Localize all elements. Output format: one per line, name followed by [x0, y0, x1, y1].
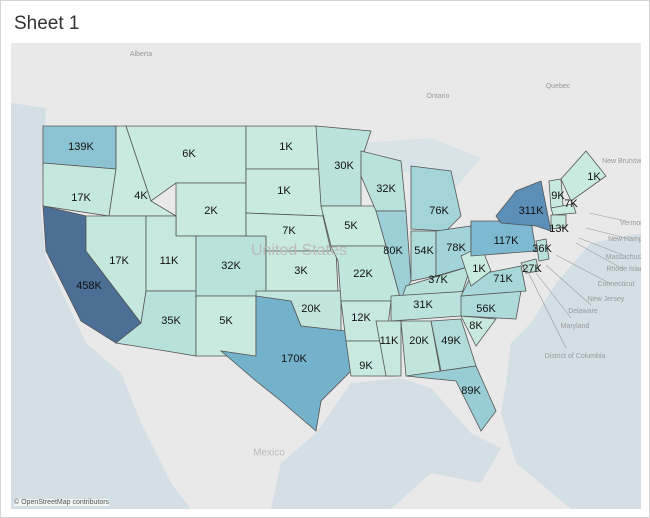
state-value-label: 139K	[68, 141, 94, 153]
state-value-label: 36K	[532, 243, 552, 255]
callout	[588, 212, 627, 222]
state-value-label: 22K	[353, 268, 373, 280]
basemap-label: Vermont	[620, 220, 641, 227]
state-value-label: 20K	[409, 335, 429, 347]
state-value-label: 1K	[472, 263, 486, 275]
state-value-label: 76K	[429, 205, 449, 217]
basemap-label: Connecticut	[598, 281, 635, 288]
state-region	[550, 214, 567, 230]
basemap-label: Quebec	[546, 83, 571, 90]
state-value-label: 35K	[161, 315, 181, 327]
state-value-label: 2K	[204, 205, 218, 217]
state-value-label: 30K	[334, 160, 354, 172]
sheet-title: Sheet 1	[14, 13, 80, 34]
basemap-label: Rhode Island	[606, 266, 641, 273]
state-region	[520, 258, 540, 274]
state-value-label: 6K	[182, 148, 196, 160]
state-value-label: 27K	[522, 263, 542, 275]
basemap-label: Ontario	[427, 93, 450, 100]
state-region	[535, 238, 550, 262]
state-value-label: 80K	[383, 245, 403, 257]
state-value-label: 7K	[282, 225, 296, 237]
state-region	[560, 150, 607, 202]
callout	[535, 272, 572, 319]
basemap-label: New Hampshire	[608, 236, 641, 243]
state-region	[375, 320, 402, 377]
state-value-label: 12K	[351, 312, 371, 324]
state-value-label: 458K	[76, 280, 102, 292]
basemap-label: Delaware	[568, 308, 598, 315]
state-region	[460, 315, 497, 347]
callout	[578, 237, 624, 256]
state-value-label: 11K	[380, 335, 399, 347]
state-value-label: 5K	[344, 220, 358, 232]
state-region	[42, 162, 117, 217]
state-value-label: 5K	[219, 315, 233, 327]
state-value-label: 17K	[71, 192, 91, 204]
state-value-label: 49K	[441, 335, 461, 347]
state-value-label: 1K	[279, 141, 293, 153]
state-value-label: 78K	[446, 242, 466, 254]
state-value-label: 56K	[476, 303, 496, 315]
state-value-label: 89K	[461, 385, 481, 397]
state-value-label: 31K	[413, 299, 433, 311]
state-region	[410, 165, 462, 232]
callout	[545, 264, 592, 306]
gulf	[271, 378, 501, 509]
state-value-label: 117K	[494, 235, 520, 247]
state-region	[550, 203, 577, 216]
state-region	[405, 365, 497, 432]
state-value-label: 1K	[587, 171, 601, 183]
basemap-label: New Brunswick	[602, 158, 641, 165]
map: 139K 17K 458K 4K 17K 6K 2K 11K 35K 32K 5K 1K 1K 7K 3K 2…	[11, 43, 641, 509]
basemap-label: Massachusetts	[606, 254, 641, 261]
basemap-label: United States	[251, 242, 347, 259]
state-value-label: 3K	[294, 265, 308, 277]
callout	[555, 254, 612, 285]
atlantic	[501, 233, 641, 509]
state-value-label: 4K	[134, 190, 148, 202]
pacific	[11, 103, 191, 509]
attribution: © OpenStreetMap contributors	[14, 499, 110, 506]
state-region	[219, 295, 352, 432]
state-value-label: 1K	[277, 185, 291, 197]
callout	[585, 227, 627, 239]
state-value-label: 32K	[221, 260, 241, 272]
state-value-label: 37K	[428, 274, 448, 286]
state-value-label: 71K	[493, 273, 513, 285]
callout	[525, 267, 567, 349]
state-value-label: 11K	[160, 255, 179, 267]
state-value-label: 9K	[551, 190, 565, 202]
state-value-label: 170K	[281, 353, 307, 365]
state-value-label: 7K	[564, 198, 578, 210]
state-value-label: 32K	[376, 183, 396, 195]
basemap-label: New Jersey	[588, 296, 625, 303]
state-value-label: 311K	[519, 205, 545, 217]
state-value-label: 8K	[469, 320, 483, 332]
basemap-label: Alberta	[130, 51, 152, 58]
basemap-label: Mexico	[253, 448, 285, 459]
state-value-label: 54K	[414, 245, 434, 257]
state-value-label: 17K	[109, 255, 129, 267]
callout	[575, 242, 624, 270]
state-region	[460, 265, 527, 297]
state-value-label: 13K	[549, 223, 569, 235]
state-region	[495, 180, 552, 232]
state-value-label: 20K	[301, 303, 321, 315]
state-region	[315, 125, 372, 207]
basemap-label: District of Columbia	[545, 353, 606, 360]
basemap-label: Maryland	[561, 323, 590, 330]
state-value-label: 9K	[359, 360, 373, 372]
